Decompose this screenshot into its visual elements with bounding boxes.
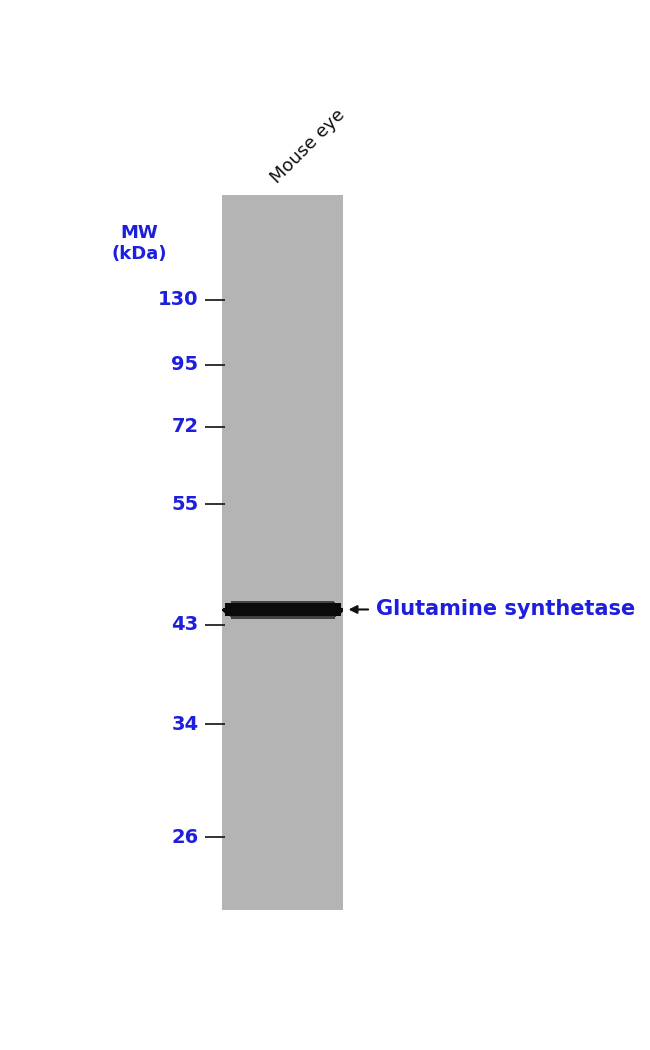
Text: 26: 26 <box>172 828 199 847</box>
Text: 72: 72 <box>172 417 199 436</box>
Bar <box>230 603 335 605</box>
Bar <box>231 617 335 618</box>
Bar <box>227 613 338 615</box>
Bar <box>226 612 340 614</box>
Text: Mouse eye: Mouse eye <box>268 105 349 187</box>
Bar <box>224 612 341 613</box>
Bar <box>231 602 335 603</box>
Bar <box>231 616 335 618</box>
Bar <box>223 611 343 612</box>
Bar <box>231 603 335 604</box>
Bar <box>231 617 334 620</box>
Bar <box>231 601 334 602</box>
Bar <box>224 611 342 612</box>
Bar <box>227 606 339 607</box>
Bar <box>226 607 340 608</box>
Bar <box>229 604 336 606</box>
Bar <box>227 613 339 614</box>
Text: 130: 130 <box>158 291 199 310</box>
Bar <box>228 605 337 606</box>
Text: 43: 43 <box>172 615 199 634</box>
Bar <box>222 609 343 611</box>
Text: 95: 95 <box>172 355 199 374</box>
Bar <box>225 604 341 615</box>
Bar <box>224 607 341 609</box>
Bar <box>230 604 335 605</box>
Bar <box>230 616 335 617</box>
Text: MW
(kDa): MW (kDa) <box>111 224 167 262</box>
Bar <box>223 608 343 610</box>
Text: Glutamine synthetase: Glutamine synthetase <box>376 600 635 620</box>
Text: 34: 34 <box>172 715 199 734</box>
Text: 55: 55 <box>172 495 199 513</box>
Bar <box>222 610 343 611</box>
Bar <box>222 609 343 610</box>
Bar <box>224 608 342 609</box>
Bar <box>228 614 337 615</box>
Bar <box>227 606 338 607</box>
Bar <box>229 615 336 616</box>
Bar <box>231 602 334 603</box>
Bar <box>230 615 335 616</box>
FancyBboxPatch shape <box>222 194 343 910</box>
